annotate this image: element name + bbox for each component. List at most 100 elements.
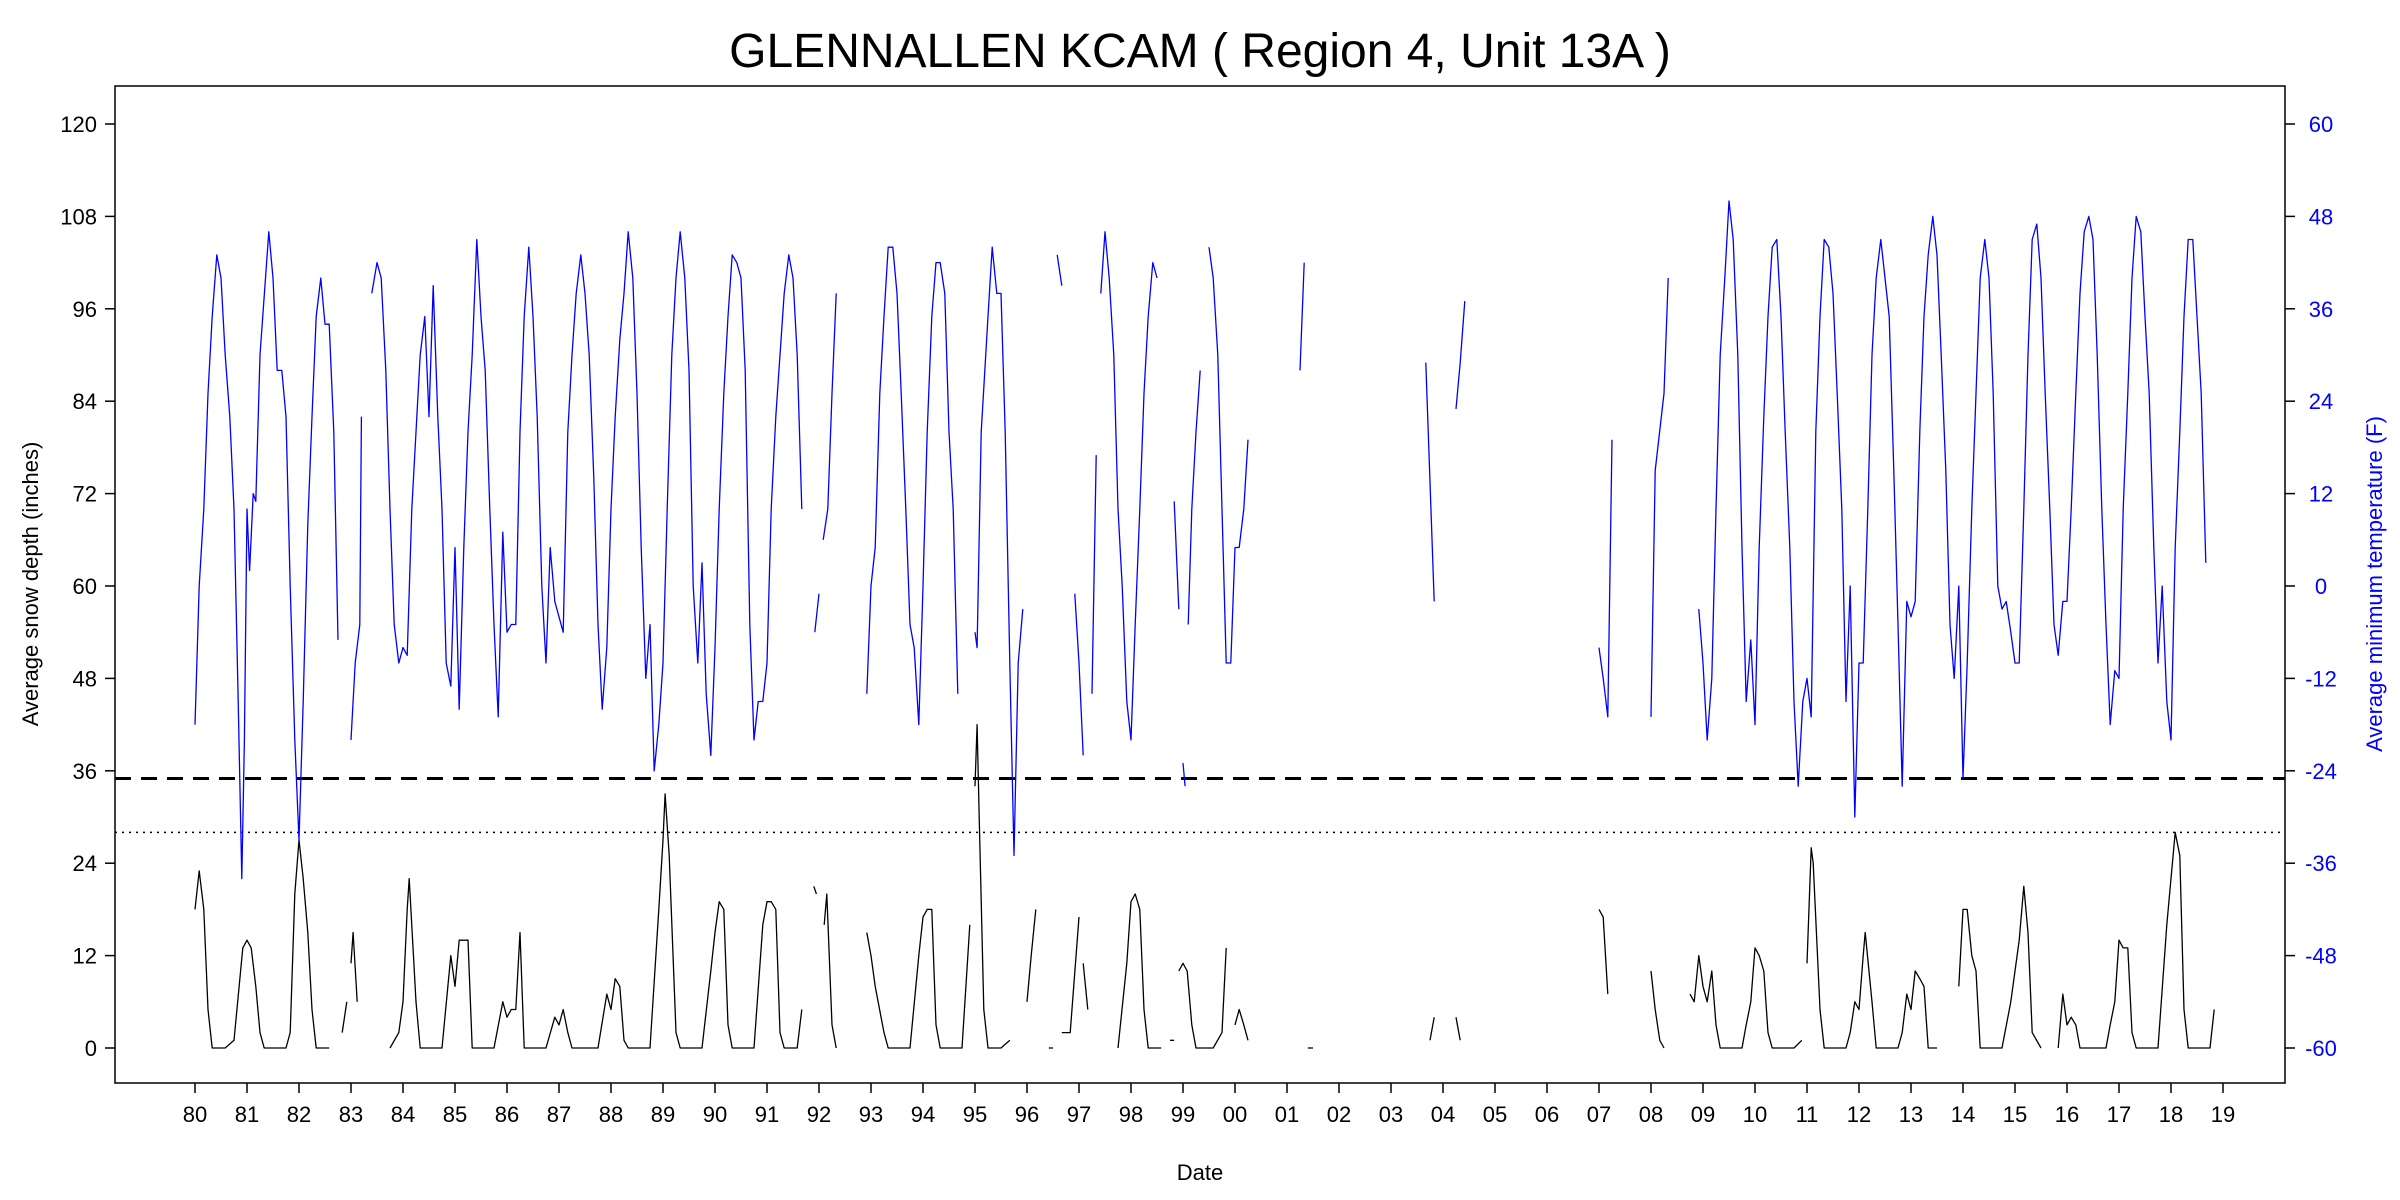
snow-depth-line-segment	[194, 839, 330, 1049]
x-tick-label: 85	[443, 1102, 467, 1127]
temperature-line-segment	[350, 416, 363, 741]
y-right-tick-label: -60	[2305, 1036, 2337, 1061]
temperature-line-segment	[1182, 763, 1186, 787]
temperature-line-segment	[866, 246, 959, 726]
x-tick-label: 95	[963, 1102, 987, 1127]
temperature-line-segment	[1455, 301, 1466, 409]
y-tick-label: 0	[85, 1036, 97, 1061]
y-tick-label: 24	[73, 851, 97, 876]
temperature-series	[194, 200, 2207, 880]
left-axis: 0 12 24 36 48 60 72 84 96 108 120	[60, 112, 115, 1061]
temperature-line-segment	[1425, 362, 1435, 602]
snow-depth-line-segment	[1061, 917, 1080, 1034]
y-tick-label: 48	[73, 666, 97, 691]
x-tick-label: 06	[1535, 1102, 1559, 1127]
y-tick-label: 120	[60, 112, 97, 137]
x-tick-label: 86	[495, 1102, 519, 1127]
snow-depth-line-segment	[1429, 1017, 1435, 1041]
x-tick-label: 89	[651, 1102, 675, 1127]
x-tick-label: 80	[183, 1102, 207, 1127]
x-tick-label: 13	[1899, 1102, 1923, 1127]
snow-depth-line-segment	[1650, 970, 1665, 1049]
x-tick-label: 04	[1431, 1102, 1455, 1127]
x-tick-label: 93	[859, 1102, 883, 1127]
snow-depth-line-segment	[1689, 947, 1803, 1049]
x-tick-label: 83	[339, 1102, 363, 1127]
temperature-line-segment	[814, 593, 820, 633]
y-right-tick-label: -36	[2305, 851, 2337, 876]
reference-lines	[115, 777, 2285, 834]
x-tick-label: 96	[1015, 1102, 1039, 1127]
x-tick-label: 90	[703, 1102, 727, 1127]
temperature-line-segment	[974, 246, 1024, 857]
y-tick-label: 108	[60, 204, 97, 229]
y-tick-label: 84	[73, 389, 97, 414]
x-tick-label: 12	[1847, 1102, 1871, 1127]
x-tick-label: 14	[1951, 1102, 1975, 1127]
snow-depth-line-segment	[1598, 909, 1609, 995]
y-right-tick-label: 48	[2309, 204, 2333, 229]
x-tick-label: 97	[1067, 1102, 1091, 1127]
y-right-tick-label: -12	[2305, 666, 2337, 691]
x-tick-label: 00	[1223, 1102, 1247, 1127]
snow-depth-line-segment	[1234, 1008, 1249, 1041]
temperature-line-segment	[1091, 455, 1097, 694]
snow-depth-line-segment	[1455, 1017, 1461, 1041]
temperature-line-segment	[1208, 247, 1249, 664]
snow-depth-series	[194, 723, 2215, 1049]
temperature-line-segment	[1598, 439, 1613, 718]
x-tick-label: 84	[391, 1102, 415, 1127]
x-axis: 80 81 82 83 84 85 86 87 88 89 90 91 92 93 94 95 96 97 98 99…	[183, 1083, 2235, 1127]
x-tick-label: 01	[1275, 1102, 1299, 1127]
series-layer	[194, 200, 2215, 1049]
x-tick-label: 91	[755, 1102, 779, 1127]
y-tick-label: 72	[73, 482, 97, 507]
snow-depth-line-segment	[1026, 909, 1037, 1002]
snow-depth-line-segment	[823, 893, 837, 1049]
snow-depth-line-segment	[389, 793, 803, 1049]
x-tick-label: 88	[599, 1102, 623, 1127]
y-tick-label: 96	[73, 297, 97, 322]
chart-title: GLENNALLEN KCAM ( Region 4, Unit 13A )	[729, 25, 1671, 78]
y-right-tick-label: -24	[2305, 759, 2337, 784]
snow-depth-line-segment	[1958, 885, 2042, 1049]
x-tick-label: 82	[287, 1102, 311, 1127]
x-tick-label: 81	[235, 1102, 259, 1127]
snow-depth-line-segment	[1178, 947, 1227, 1049]
y-right-tick-label: 60	[2309, 112, 2333, 137]
temperature-line-segment	[194, 231, 339, 880]
temperature-line-segment	[1299, 262, 1305, 371]
x-tick-label: 17	[2107, 1102, 2131, 1127]
x-tick-label: 98	[1119, 1102, 1143, 1127]
snow-depth-line-segment	[350, 931, 358, 1002]
x-tick-label: 94	[911, 1102, 935, 1127]
y-right-tick-label: 12	[2309, 482, 2333, 507]
x-tick-label: 15	[2003, 1102, 2027, 1127]
temperature-line-segment	[1100, 231, 1158, 741]
y-tick-label: 60	[73, 574, 97, 599]
x-tick-label: 10	[1743, 1102, 1767, 1127]
temperature-line-segment	[1056, 254, 1063, 286]
x-tick-label: 92	[807, 1102, 831, 1127]
x-tick-label: 05	[1483, 1102, 1507, 1127]
x-tick-label: 07	[1587, 1102, 1611, 1127]
temperature-line-segment	[822, 293, 837, 540]
temperature-line-segment	[371, 231, 803, 772]
x-tick-label: 02	[1327, 1102, 1351, 1127]
y-axis-label: Average snow depth (inches)	[18, 442, 43, 727]
temperature-line-segment	[1074, 593, 1084, 756]
right-axis: -60 -48 -36 -24 -12 0 12 24 36 48 60	[2285, 112, 2337, 1061]
x-tick-label: 16	[2055, 1102, 2079, 1127]
x-tick-label: 99	[1171, 1102, 1195, 1127]
y-right-tick-label: 24	[2309, 389, 2333, 414]
snow-depth-line-segment	[341, 1001, 348, 1033]
temperature-line-segment	[1650, 277, 1669, 717]
y-right-tick-label: 0	[2315, 574, 2327, 599]
snow-depth-line-segment	[1117, 893, 1162, 1049]
y-right-tick-label: -48	[2305, 944, 2337, 969]
snow-depth-line-segment	[813, 886, 818, 895]
x-tick-label: 18	[2159, 1102, 2183, 1127]
temperature-line-segment	[1187, 370, 1201, 625]
y-axis-label-right: Average minimum temperature (F)	[2362, 416, 2387, 752]
